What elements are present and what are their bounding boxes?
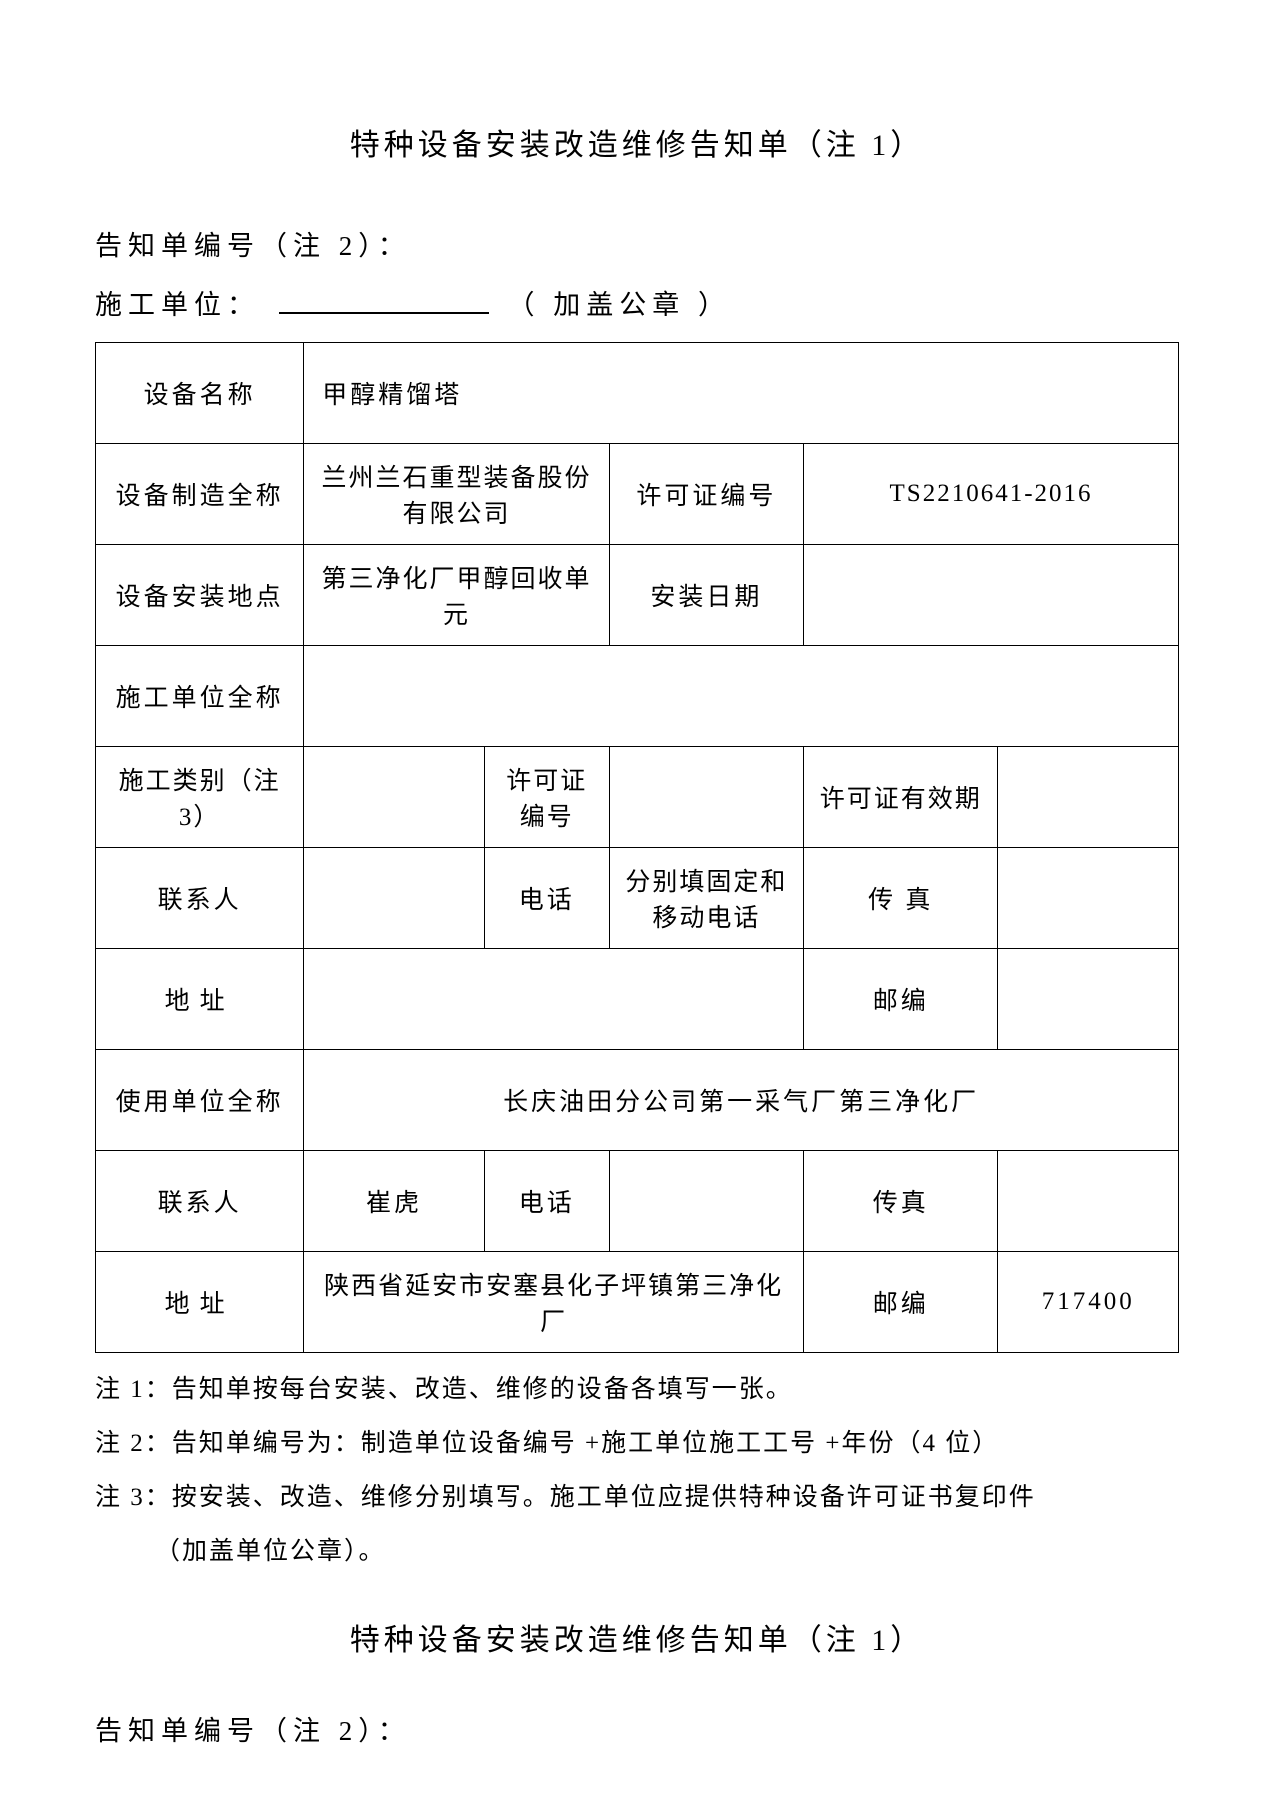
table-row: 设备制造全称 兰州兰石重型装备股份有限公司 许可证编号 TS2210641-20… (96, 444, 1179, 545)
notice-number-label: 告知单编号（注 2）： (95, 231, 411, 261)
note-2: 注 2：告知单编号为：制造单位设备编号 +施工单位施工工号 +年份（4 位） (95, 1419, 1179, 1469)
cell-label: 设备名称 (96, 343, 304, 444)
cell-value (804, 545, 1179, 646)
cell-label: 使用单位全称 (96, 1050, 304, 1151)
cell-value (998, 848, 1179, 949)
form-table: 设备名称 甲醇精馏塔 设备制造全称 兰州兰石重型装备股份有限公司 许可证编号 T… (95, 342, 1179, 1353)
cell-label: 施工类别（注 3） (96, 747, 304, 848)
notice-number-line: 告知单编号（注 2）： (95, 224, 1179, 263)
cell-label: 许可证有效期 (804, 747, 998, 848)
cell-value: 甲醇精馏塔 (304, 343, 1179, 444)
cell-value (998, 1151, 1179, 1252)
cell-label: 施工单位全称 (96, 646, 304, 747)
cell-value: 第三净化厂甲醇回收单元 (304, 545, 609, 646)
cell-label: 地址 (96, 949, 304, 1050)
cell-value (304, 848, 484, 949)
cell-value: 兰州兰石重型装备股份有限公司 (304, 444, 609, 545)
cell-value: 崔虎 (304, 1151, 484, 1252)
cell-value (304, 747, 484, 848)
cell-label: 许可证编号 (609, 444, 803, 545)
cell-label: 设备制造全称 (96, 444, 304, 545)
note-1: 注 1：告知单按每台安装、改造、维修的设备各填写一张。 (95, 1365, 1179, 1415)
notice-number-line-2: 告知单编号（注 2）： (95, 1709, 1179, 1748)
cell-value (304, 949, 804, 1050)
table-row: 设备名称 甲醇精馏塔 (96, 343, 1179, 444)
table-row: 施工单位全称 (96, 646, 1179, 747)
cell-label: 邮编 (804, 1252, 998, 1353)
note-3b: （加盖单位公章）。 (95, 1527, 1179, 1577)
cell-label: 电话 (484, 848, 609, 949)
cell-label: 联系人 (96, 848, 304, 949)
table-row: 使用单位全称 长庆油田分公司第一采气厂第三净化厂 (96, 1050, 1179, 1151)
table-row: 联系人 电话 分别填固定和移动电话 传 真 (96, 848, 1179, 949)
cell-value: TS2210641-2016 (804, 444, 1179, 545)
cell-label: 联系人 (96, 1151, 304, 1252)
page-title-2: 特种设备安装改造维修告知单（注 1） (95, 1615, 1179, 1659)
cell-label: 传 真 (804, 848, 998, 949)
cell-value: 717400 (998, 1252, 1179, 1353)
cell-label: 邮编 (804, 949, 998, 1050)
cell-value (609, 1151, 803, 1252)
cell-label: 设备安装地点 (96, 545, 304, 646)
cell-value (609, 747, 803, 848)
cell-value: 长庆油田分公司第一采气厂第三净化厂 (304, 1050, 1179, 1151)
cell-label: 电话 (484, 1151, 609, 1252)
seal-hint: （ 加盖公章 ） (508, 290, 732, 320)
cell-value (998, 747, 1179, 848)
notes-block: 注 1：告知单按每台安装、改造、维修的设备各填写一张。 注 2：告知单编号为：制… (95, 1365, 1179, 1577)
table-row: 地址 陕西省延安市安塞县化子坪镇第三净化厂 邮编 717400 (96, 1252, 1179, 1353)
cell-label: 地址 (96, 1252, 304, 1353)
table-row: 施工类别（注 3） 许可证编号 许可证有效期 (96, 747, 1179, 848)
cell-value: 分别填固定和移动电话 (609, 848, 803, 949)
cell-value (304, 646, 1179, 747)
note-3: 注 3：按安装、改造、维修分别填写。施工单位应提供特种设备许可证书复印件 (95, 1473, 1179, 1523)
cell-value (998, 949, 1179, 1050)
page-title: 特种设备安装改造维修告知单（注 1） (95, 120, 1179, 164)
cell-label: 安装日期 (609, 545, 803, 646)
construction-unit-label: 施工单位： (95, 290, 260, 320)
cell-label: 传真 (804, 1151, 998, 1252)
table-row: 联系人 崔虎 电话 传真 (96, 1151, 1179, 1252)
construction-unit-blank (279, 285, 489, 314)
cell-value: 陕西省延安市安塞县化子坪镇第三净化厂 (304, 1252, 804, 1353)
table-row: 地址 邮编 (96, 949, 1179, 1050)
table-row: 设备安装地点 第三净化厂甲醇回收单元 安装日期 (96, 545, 1179, 646)
notice-number-label-2: 告知单编号（注 2）： (95, 1716, 411, 1746)
cell-label: 许可证编号 (484, 747, 609, 848)
construction-unit-line: 施工单位： （ 加盖公章 ） (95, 283, 1179, 322)
